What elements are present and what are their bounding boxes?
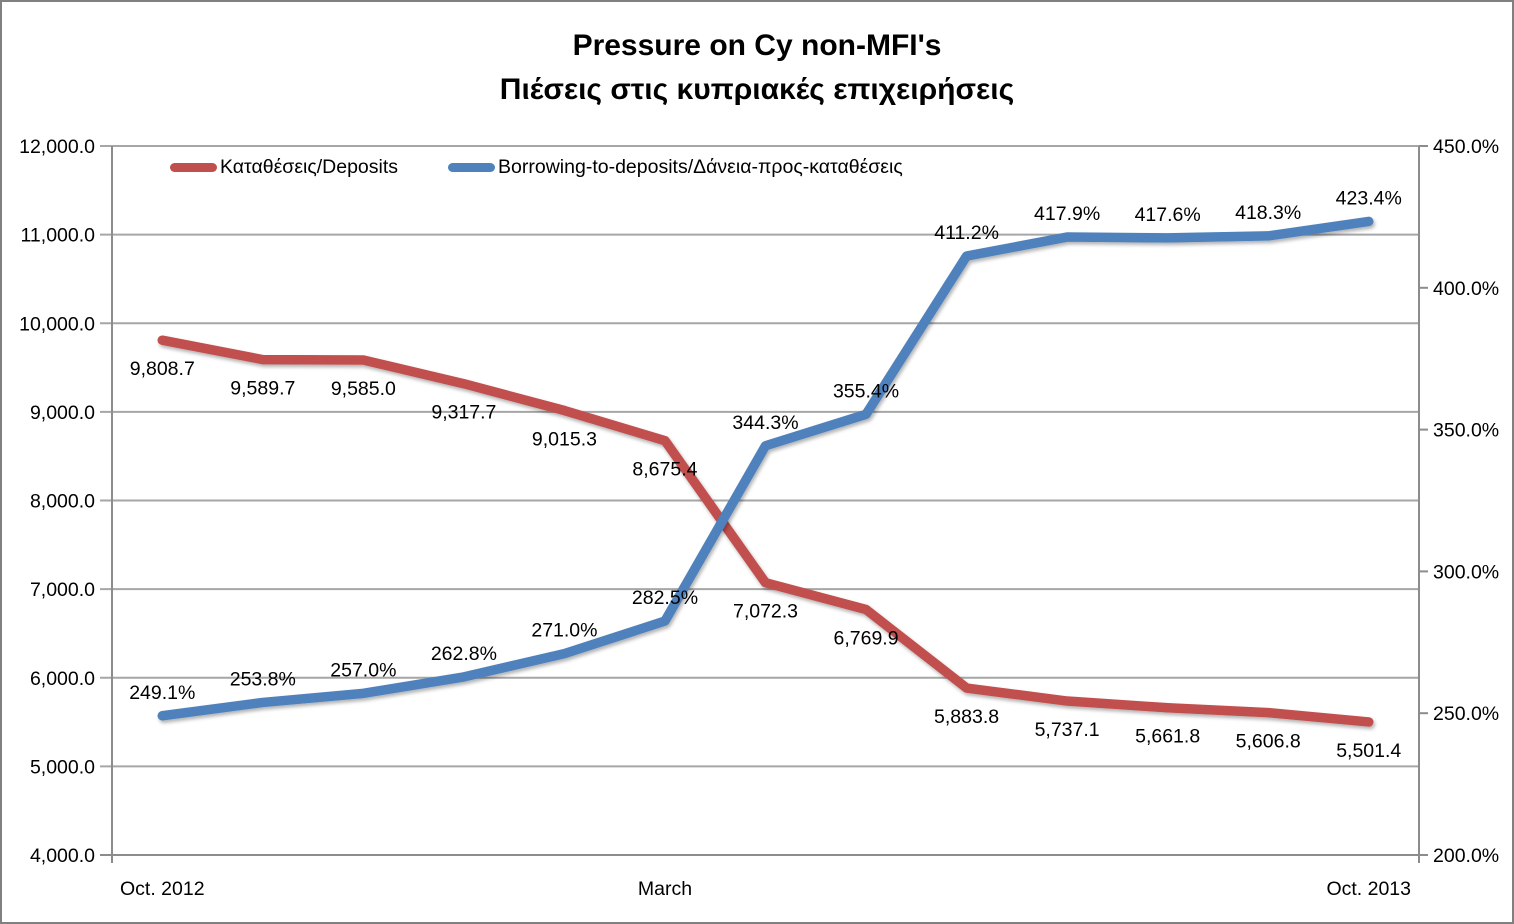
left-axis-tick-label: 5,000.0 xyxy=(30,756,95,778)
x-axis-tick-label: Oct. 2013 xyxy=(1326,878,1411,900)
data-label: 411.2% xyxy=(934,222,999,244)
left-axis-tick-label: 8,000.0 xyxy=(30,491,95,513)
left-axis-tick-label: 11,000.0 xyxy=(21,225,96,247)
legend: Καταθέσεις/Deposits Borrowing-to-deposit… xyxy=(170,156,903,179)
right-axis-tick-label: 400.0% xyxy=(1433,278,1499,300)
legend-label-borrowing-ratio: Borrowing-to-deposits/Δάνεια-προς-καταθέ… xyxy=(498,156,903,178)
data-label: 257.0% xyxy=(330,659,396,681)
right-axis-tick-label: 300.0% xyxy=(1433,561,1499,583)
chart-title: Pressure on Cy non-MFI's xyxy=(572,29,942,62)
data-label: 9,585.0 xyxy=(331,378,396,400)
data-label: 249.1% xyxy=(129,682,195,704)
data-label: 262.8% xyxy=(431,643,497,665)
data-label: 344.3% xyxy=(732,412,798,434)
data-label: 8,675.4 xyxy=(632,459,697,481)
data-label: 271.0% xyxy=(531,620,597,642)
legend-item-borrowing-ratio: Borrowing-to-deposits/Δάνεια-προς-καταθέ… xyxy=(448,156,903,179)
data-label: 9,808.7 xyxy=(130,358,195,380)
chart-title-block: Pressure on Cy non-MFI's Πιέσεις στις κυ… xyxy=(2,24,1512,112)
data-label: 9,015.3 xyxy=(532,429,597,451)
data-label: 9,589.7 xyxy=(230,378,295,400)
data-label: 282.5% xyxy=(632,587,698,609)
left-axis-tick-label: 6,000.0 xyxy=(30,668,95,690)
data-label: 9,317.7 xyxy=(431,402,496,424)
left-axis-tick-label: 12,000.0 xyxy=(19,136,95,158)
right-axis-tick-label: 350.0% xyxy=(1433,420,1499,442)
data-label: 423.4% xyxy=(1336,187,1402,209)
x-axis-tick-label: March xyxy=(638,878,692,900)
chart-subtitle: Πιέσεις στις κυπριακές επιχειρήσεις xyxy=(499,73,1015,106)
data-label: 5,501.4 xyxy=(1336,740,1401,762)
data-label: 253.8% xyxy=(230,668,296,690)
right-axis-tick-label: 450.0% xyxy=(1433,136,1499,158)
right-axis-tick-label: 250.0% xyxy=(1433,703,1499,725)
series-line-borrowing-ratio xyxy=(157,216,1374,721)
left-axis-tick-label: 10,000.0 xyxy=(19,313,95,335)
legend-item-deposits: Καταθέσεις/Deposits xyxy=(170,156,398,179)
data-label: 355.4% xyxy=(833,380,899,402)
data-label: 5,883.8 xyxy=(934,706,999,728)
data-label: 418.3% xyxy=(1235,202,1301,224)
data-label: 7,072.3 xyxy=(733,601,798,623)
right-axis-tick-label: 200.0% xyxy=(1433,845,1499,867)
data-label: 5,606.8 xyxy=(1236,731,1301,753)
left-axis-tick-label: 7,000.0 xyxy=(30,579,95,601)
legend-label-deposits: Καταθέσεις/Deposits xyxy=(220,156,399,178)
data-label: 417.9% xyxy=(1034,203,1100,225)
series-line-deposits xyxy=(157,335,1374,727)
borrowing-ratio-line-swatch xyxy=(448,163,496,172)
data-label: 417.6% xyxy=(1135,204,1201,226)
deposits-line-swatch xyxy=(170,163,217,172)
left-axis-tick-label: 9,000.0 xyxy=(30,402,95,424)
left-axis-tick-label: 4,000.0 xyxy=(30,845,95,867)
data-label: 5,737.1 xyxy=(1035,719,1100,741)
data-label: 5,661.8 xyxy=(1135,726,1200,748)
x-axis-tick-label: Oct. 2012 xyxy=(120,878,205,900)
data-label: 6,769.9 xyxy=(834,628,899,650)
